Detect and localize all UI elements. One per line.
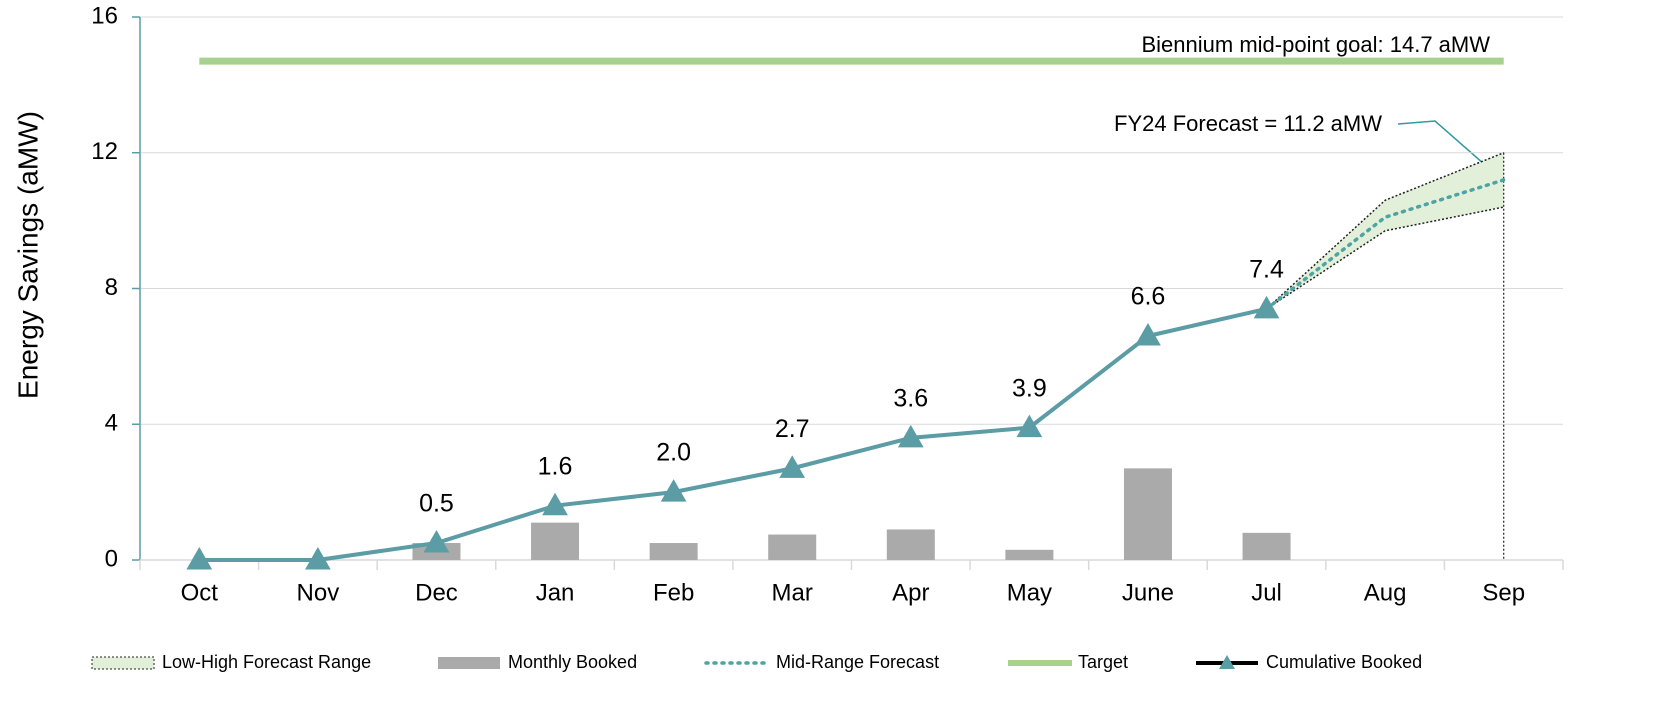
marker	[186, 546, 213, 570]
x-tick-label: Apr	[892, 579, 929, 606]
annotation-arrow	[1397, 120, 1500, 178]
data-label: 0.5	[419, 490, 454, 518]
data-label: 3.6	[893, 384, 928, 412]
x-tick-label: Nov	[297, 579, 340, 606]
data-label: 7.4	[1249, 255, 1284, 283]
x-tick-label: Jul	[1251, 579, 1282, 606]
x-tick-label: Sep	[1482, 579, 1525, 606]
legend-label: Target	[1078, 652, 1128, 672]
bar	[886, 529, 935, 560]
x-tick-label: Oct	[181, 579, 219, 606]
marker	[779, 455, 806, 478]
line	[1264, 178, 1506, 311]
bar	[1005, 549, 1054, 560]
legend-label: Cumulative Booked	[1266, 652, 1422, 672]
bar	[531, 522, 580, 560]
y-tick-label: 4	[105, 410, 118, 437]
forecast-range-edge	[1266, 206, 1504, 310]
legend-label: Mid-Range Forecast	[776, 652, 939, 672]
y-tick-label: 0	[105, 545, 118, 572]
bar	[1123, 468, 1172, 560]
y-axis-label: Energy Savings (aMW)	[12, 111, 43, 399]
x-tick-label: Feb	[653, 579, 694, 606]
line	[199, 306, 1267, 562]
legend-swatch	[91, 656, 155, 670]
forecast-annotation: FY24 Forecast = 11.2 aMW	[1114, 111, 1382, 136]
goal-annotation: Biennium mid-point goal: 14.7 aMW	[1142, 32, 1491, 57]
y-tick-label: 12	[91, 138, 118, 165]
legend-swatch	[1219, 655, 1235, 669]
legend-label: Monthly Booked	[508, 652, 637, 672]
marker	[1135, 323, 1161, 346]
data-label: 1.6	[538, 452, 573, 480]
legend-label: Low-High Forecast Range	[162, 652, 371, 672]
data-label: 3.9	[1012, 374, 1047, 402]
x-tick-label: Dec	[415, 579, 458, 606]
y-tick-label: 16	[91, 2, 118, 29]
x-tick-label: May	[1007, 579, 1052, 606]
marker	[897, 424, 924, 448]
marker	[423, 530, 450, 553]
marker	[542, 492, 568, 516]
x-tick-label: Jan	[536, 579, 575, 606]
bar	[649, 543, 698, 560]
data-label: 2.0	[656, 439, 691, 467]
data-label: 2.7	[775, 415, 810, 443]
bar	[1242, 532, 1291, 560]
y-tick-label: 8	[105, 274, 118, 301]
x-tick-label: Aug	[1364, 579, 1407, 606]
bar	[768, 534, 817, 560]
legend-swatch	[438, 657, 500, 669]
forecast-range-edge	[1266, 152, 1504, 310]
marker	[1016, 414, 1043, 438]
x-tick-label: Mar	[772, 579, 813, 606]
marker	[660, 479, 687, 502]
data-label: 6.6	[1131, 283, 1166, 311]
x-tick-label: June	[1122, 579, 1174, 606]
marker	[305, 546, 331, 570]
marker	[1253, 295, 1280, 319]
